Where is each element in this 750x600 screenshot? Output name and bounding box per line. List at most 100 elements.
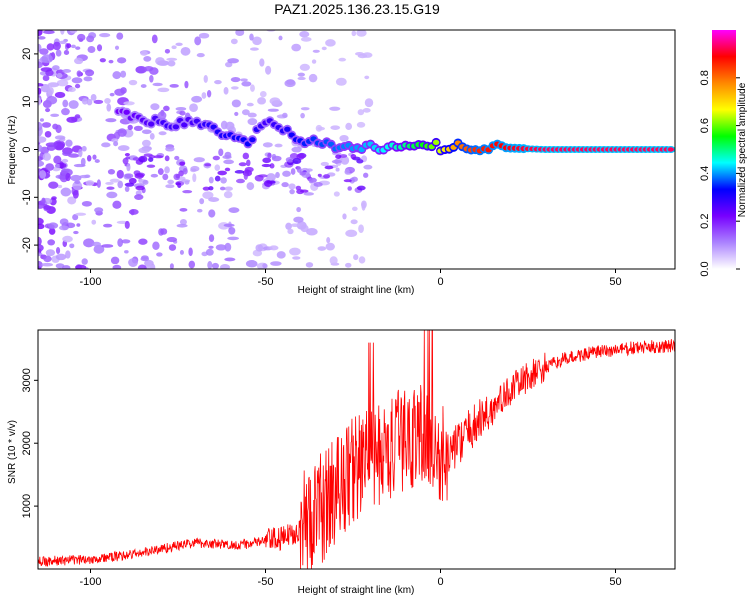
heatmap-cell xyxy=(312,49,320,53)
heatmap-cell xyxy=(188,247,193,257)
heatmap-cell xyxy=(235,30,245,37)
heatmap-cell xyxy=(54,163,61,168)
heatmap-cell xyxy=(198,32,210,39)
heatmap-cell xyxy=(157,87,170,93)
heatmap-cell xyxy=(124,182,135,187)
heatmap-cell xyxy=(117,57,127,64)
heatmap-cell xyxy=(194,36,202,46)
heatmap-cell xyxy=(350,153,357,160)
snr-panel: -100 -50 0 50 1000 2000 3000 Height of straig… xyxy=(7,329,676,596)
heatmap-cell xyxy=(105,181,114,185)
heatmap-cell xyxy=(364,75,370,80)
heatmap-cell xyxy=(296,166,302,173)
heatmap-cell xyxy=(208,186,214,191)
heatmap-cell xyxy=(117,145,130,152)
heatmap-cell xyxy=(357,109,365,116)
heatmap-cell xyxy=(246,159,251,167)
heatmap-cell xyxy=(52,41,61,51)
heatmap-cell xyxy=(53,140,66,150)
heatmap-cell xyxy=(330,125,341,130)
heatmap-cell xyxy=(133,125,143,132)
y-tick-label: 1000 xyxy=(21,494,33,518)
heatmap-cell xyxy=(140,50,148,56)
heatmap-cell xyxy=(363,172,369,178)
heatmap-cell xyxy=(182,189,193,194)
heatmap-cell xyxy=(299,31,310,38)
heatmap-cell xyxy=(77,33,86,42)
heatmap-cell xyxy=(72,214,79,221)
heatmap-cell xyxy=(344,169,350,175)
heatmap-cell xyxy=(164,166,170,174)
heatmap-cell xyxy=(109,178,120,183)
heatmap-cell xyxy=(92,154,97,160)
heatmap-cell xyxy=(114,88,125,96)
heatmap-cell xyxy=(48,227,56,235)
heatmap-cell xyxy=(230,86,239,90)
heatmap-cell xyxy=(81,145,87,152)
heatmap-cell xyxy=(295,185,302,191)
heatmap-cell xyxy=(85,69,95,77)
heatmap-cell xyxy=(160,228,168,235)
heatmap-cell xyxy=(81,200,92,207)
heatmap-cell xyxy=(326,237,331,244)
heatmap-cell xyxy=(333,191,340,197)
heatmap-cell xyxy=(65,139,73,147)
heatmap-cell xyxy=(234,111,239,116)
heatmap-cell xyxy=(146,164,156,168)
heatmap-cell xyxy=(175,42,183,47)
heatmap-cell xyxy=(323,174,331,179)
heatmap-cell xyxy=(255,244,264,252)
y-tick-label: -10 xyxy=(21,189,33,205)
heatmap-cell xyxy=(42,30,55,35)
heatmap-cell xyxy=(61,265,71,269)
heatmap-cell xyxy=(308,177,314,184)
snr-x-axis-label: Height of straight line (km) xyxy=(298,585,415,596)
heatmap-cell xyxy=(108,59,114,64)
heatmap-cell xyxy=(150,173,159,178)
heatmap-cell xyxy=(165,146,175,152)
heatmap-cell xyxy=(235,178,245,184)
heatmap-cell xyxy=(289,247,301,256)
heatmap-cell xyxy=(73,163,86,168)
heatmap-cell xyxy=(193,157,205,163)
heatmap-cell xyxy=(325,242,335,251)
heatmap-cell xyxy=(38,236,42,246)
heatmap-cell xyxy=(234,170,245,174)
heatmap-cell xyxy=(299,189,309,193)
heatmap-cell xyxy=(109,92,115,97)
heatmap-cell xyxy=(63,49,70,56)
heatmap-cell xyxy=(305,262,314,268)
heatmap-cell xyxy=(135,185,145,191)
heatmap-ridge-cell xyxy=(432,139,440,145)
snr-y-ticks: 1000 2000 3000 xyxy=(21,368,38,518)
heatmap-cell xyxy=(81,258,88,265)
heatmap-cell xyxy=(201,92,207,99)
heatmap-cell xyxy=(300,224,309,233)
heatmap-cell xyxy=(306,228,318,236)
heatmap-cell xyxy=(163,105,170,112)
x-tick-label: -50 xyxy=(258,576,274,588)
heatmap-cell xyxy=(38,243,44,252)
heatmap-cell xyxy=(353,254,359,261)
heatmap-cell xyxy=(116,169,124,179)
heatmap-cell xyxy=(300,36,312,42)
heatmap-cell xyxy=(59,40,67,45)
heatmap-cell xyxy=(126,163,131,172)
heatmap-cell xyxy=(246,182,255,191)
heatmap-cell xyxy=(339,134,349,142)
heatmap-cell xyxy=(173,173,181,181)
heatmap-cell xyxy=(83,238,95,248)
heatmap-cell xyxy=(135,66,147,74)
heatmap-cell xyxy=(38,223,45,230)
heatmap-cell xyxy=(38,266,42,269)
snr-frame xyxy=(37,329,676,570)
heatmap-cell xyxy=(218,148,224,157)
heatmap-cell xyxy=(262,263,268,269)
heatmap-cell xyxy=(291,43,302,52)
heatmap-cell xyxy=(53,155,62,164)
heatmap-cell xyxy=(114,45,120,50)
heatmap-cell xyxy=(271,153,277,160)
heatmap-cell xyxy=(140,256,150,262)
heatmap-cell xyxy=(61,108,70,116)
